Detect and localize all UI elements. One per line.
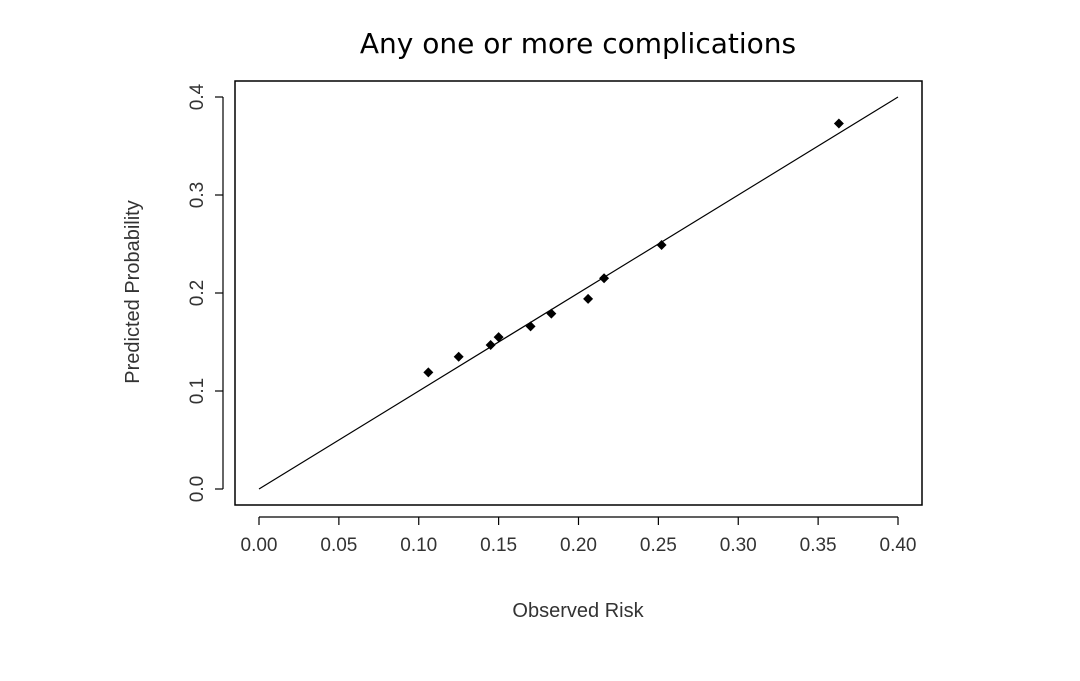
y-axis: 0.0 0.1 0.2 0.3 0.4 <box>187 83 224 502</box>
y-tick-label: 0.1 <box>187 378 208 404</box>
x-tick-label: 0.00 <box>241 535 278 556</box>
y-tick-label: 0.0 <box>187 476 208 502</box>
data-point <box>423 367 434 378</box>
reference-line <box>258 96 899 490</box>
x-tick-label: 0.05 <box>320 535 357 556</box>
data-point <box>453 351 464 362</box>
data-point <box>485 339 496 350</box>
x-axis: 0.00 0.05 0.10 0.15 0.20 0.25 0.30 0.35 0.40 <box>241 516 917 556</box>
y-tick-label: 0.4 <box>187 83 208 110</box>
x-tick-label: 0.10 <box>400 535 437 556</box>
data-point <box>599 273 610 284</box>
x-tick-label: 0.25 <box>640 535 677 556</box>
data-point <box>833 118 844 129</box>
data-point <box>525 321 536 332</box>
x-tick-label: 0.40 <box>880 535 917 556</box>
y-tick-label: 0.2 <box>187 280 208 306</box>
x-tick-label: 0.20 <box>560 535 597 556</box>
y-tick-label: 0.3 <box>187 182 208 208</box>
plot-frame <box>234 80 923 506</box>
data-point <box>493 332 504 343</box>
data-point <box>583 293 594 304</box>
x-tick-label: 0.15 <box>480 535 517 556</box>
data-point <box>656 239 667 250</box>
data-points <box>423 118 844 378</box>
data-point <box>546 308 557 319</box>
x-tick-label: 0.35 <box>800 535 837 556</box>
x-tick-label: 0.30 <box>720 535 757 556</box>
x-axis-label: Observed Risk <box>512 600 644 622</box>
chart-title: Any one or more complications <box>360 27 796 60</box>
y-axis-label: Predicted Probability <box>122 200 144 383</box>
